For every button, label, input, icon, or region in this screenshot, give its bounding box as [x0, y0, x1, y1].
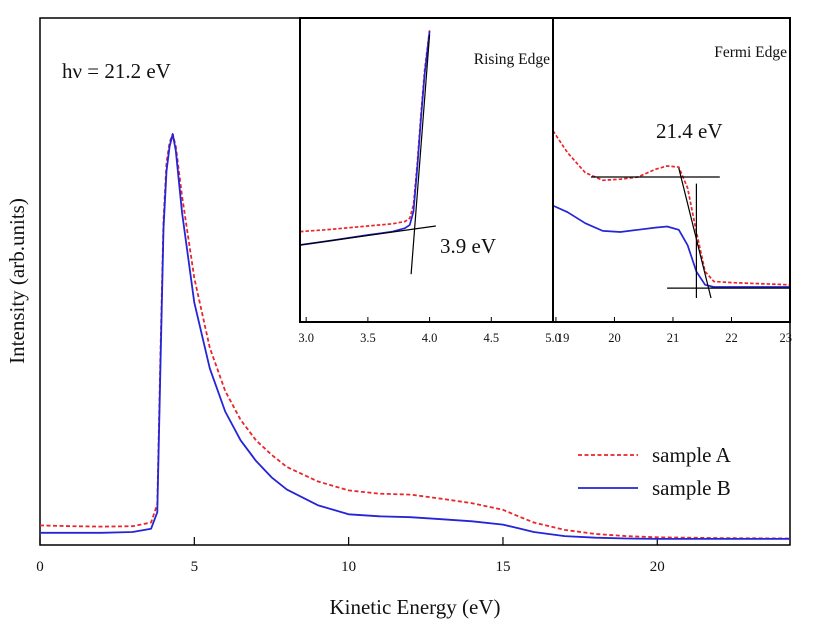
rising-edge-inset-x-tick-label: 3.5 — [360, 331, 376, 345]
rising-edge-inset-sample-a-line — [300, 29, 431, 233]
main-x-tick-label: 5 — [191, 559, 199, 575]
rising-edge-inset-x-tick-label: 4.0 — [422, 331, 438, 345]
fermi-edge-inset-plot-area — [553, 130, 790, 299]
fermi-edge-inset-x-tick-label: 19 — [557, 331, 570, 345]
photon-energy-annotation: hν = 21.2 eV — [62, 59, 171, 83]
rising-edge-inset-x-tick-label: 4.5 — [483, 331, 499, 345]
rising-edge-inset-plot-area — [300, 29, 436, 275]
main-x-tick-label: 20 — [650, 559, 665, 575]
fermi-edge-inset-x-tick-label: 21 — [667, 331, 680, 345]
main-sample-b-line — [40, 133, 790, 540]
fermi-edge-inset-x-tick-label: 20 — [608, 331, 621, 345]
fermi-edge-inset-sample-b-line — [553, 204, 790, 288]
fermi-edge-inset-title: Fermi Edge — [714, 44, 787, 61]
rising-edge-inset-x-tick-label: 5.0 — [545, 331, 561, 345]
fermi-edge-inset-x-tick-label: 22 — [725, 331, 738, 345]
main-x-tick-label: 15 — [495, 559, 510, 575]
y-axis-title: Intensity (arb.units) — [5, 198, 29, 364]
fermi-edge-inset-x-tick-label: 23 — [780, 331, 793, 345]
legend-sample-b-label: sample B — [652, 476, 731, 500]
fermi-edge-inset-frame — [552, 17, 791, 323]
main-x-tick-label: 0 — [36, 559, 44, 575]
rising-edge-inset-title: Rising Edge — [474, 51, 550, 68]
rising-edge-inset-annotation: 3.9 eV — [440, 234, 496, 258]
rising-edge-inset-fit-baseline-line — [300, 225, 436, 246]
fermi-edge-inset-annotation: 21.4 eV — [656, 119, 723, 143]
x-axis-title: Kinetic Energy (eV) — [329, 595, 500, 619]
rising-edge-inset-x-tick-label: 3.0 — [298, 331, 314, 345]
legend-sample-a-label: sample A — [652, 443, 732, 467]
fermi-edge-inset-fit-edge-line — [678, 168, 712, 299]
rising-edge-inset-fit-edge-line — [410, 34, 431, 275]
main-x-tick-label: 10 — [341, 559, 356, 575]
fermi-edge-inset-background — [553, 18, 790, 322]
